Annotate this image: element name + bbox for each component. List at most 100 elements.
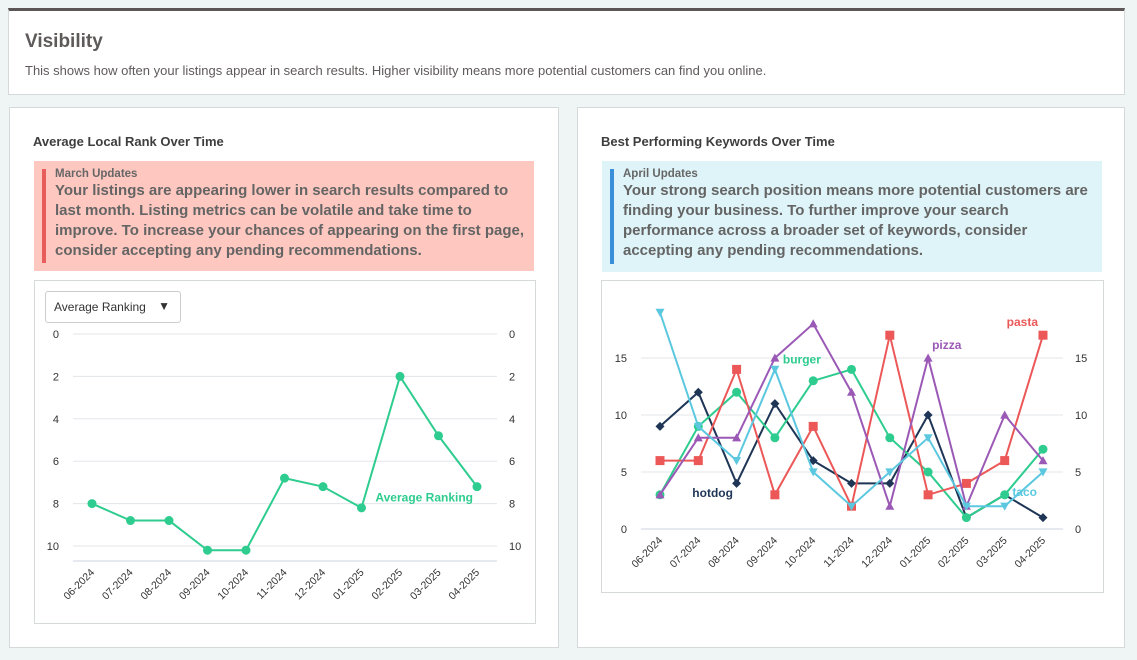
marker-diamond [655, 421, 665, 431]
y-tick-right: 0 [1075, 524, 1081, 536]
y-tick-left: 0 [53, 329, 59, 341]
keywords-card: Best Performing Keywords Over Time April… [577, 107, 1125, 648]
marker-diamond [693, 387, 703, 397]
marker-circle [1038, 444, 1048, 454]
marker-circle [203, 545, 212, 555]
y-tick-right: 0 [509, 329, 515, 341]
marker-circle [472, 482, 482, 492]
page-title: Visibility [25, 31, 103, 52]
x-tick-label: 10-2024 [783, 535, 819, 571]
page-description: This shows how often your listings appea… [25, 63, 767, 78]
series-label: taco [1012, 485, 1037, 499]
x-tick-label: 06-2024 [629, 535, 665, 571]
marker-diamond [923, 410, 933, 420]
marker-triangle-up [847, 387, 856, 396]
alert-body: Your listings are appearing lower in sea… [55, 182, 525, 259]
x-tick-label: 01-2025 [897, 535, 933, 571]
marker-triangle-up [923, 353, 933, 362]
marker-circle [357, 503, 366, 513]
series-label: Average Ranking [375, 490, 473, 504]
y-tick-left: 4 [53, 414, 59, 426]
keywords-chart-svg: 0 0 5 5 10 10 15 15 06-2024 07-2024 08-2024 09-2024… [615, 308, 1087, 571]
marker-square [885, 330, 895, 340]
series-label: hotdog [692, 486, 733, 500]
marker-triangle-down [1000, 502, 1010, 511]
x-tick-label: 11-2024 [821, 535, 856, 570]
visibility-header: Visibility This shows how often your lis… [8, 8, 1125, 95]
y-tick-left: 8 [53, 499, 59, 511]
x-tick-label: 03-2025 [974, 535, 1010, 571]
marker-circle [1000, 490, 1010, 500]
marker-circle [87, 499, 97, 509]
alert-title: April Updates [623, 168, 698, 180]
marker-triangle-up [732, 433, 742, 442]
marker-circle [280, 473, 289, 483]
x-tick-label: 02-2025 [369, 567, 405, 603]
dropdown-value: Average Ranking [54, 300, 146, 314]
marker-square [655, 456, 665, 466]
marker-triangle-down [923, 434, 933, 443]
card-title: Average Local Rank Over Time [33, 134, 224, 149]
marker-triangle-up [1038, 456, 1048, 465]
marker-circle [164, 516, 174, 526]
x-tick-label: 09-2024 [177, 567, 213, 603]
x-tick-label: 01-2025 [331, 567, 367, 603]
x-tick-label: 12-2024 [292, 567, 328, 603]
y-tick-right: 8 [509, 499, 515, 511]
marker-circle [318, 482, 328, 492]
marker-triangle-down [693, 422, 703, 431]
marker-diamond [808, 456, 818, 466]
x-tick-label: 10-2024 [215, 567, 251, 603]
marker-diamond [885, 478, 895, 488]
y-tick-right: 15 [1075, 353, 1087, 365]
marker-triangle-down [847, 502, 856, 511]
marker-square [923, 490, 933, 500]
card-title: Best Performing Keywords Over Time [601, 134, 835, 149]
x-tick-label: 08-2024 [138, 567, 174, 603]
y-tick-left: 6 [53, 456, 59, 468]
series-label: pizza [932, 338, 962, 352]
metric-dropdown[interactable]: Average Ranking ▼ [45, 291, 181, 323]
x-tick-label: 02-2025 [936, 535, 972, 571]
x-tick-label: 04-2025 [1012, 535, 1048, 571]
marker-triangle-up [693, 433, 703, 442]
marker-triangle-down [961, 502, 971, 511]
series-line-average-ranking [91, 374, 478, 552]
average-rank-chart: 0 0 2 2 4 4 6 6 8 8 10 10 06-2024 07-2024 08-2024 09-20… [34, 280, 536, 624]
keywords-chart: 0 0 5 5 10 10 15 15 06-2024 07-2024 08-2024 09-2024… [601, 280, 1104, 593]
marker-square [693, 456, 703, 466]
marker-diamond [770, 399, 780, 409]
marker-circle [923, 467, 933, 477]
marker-square [732, 364, 742, 374]
x-tick-label: 06-2024 [61, 567, 97, 603]
average-rank-chart-svg: 0 0 2 2 4 4 6 6 8 8 10 10 06-2024 07-2024 08-2024 09-20… [47, 329, 522, 603]
marker-triangle-down [1038, 468, 1048, 477]
marker-triangle-down [655, 308, 665, 317]
x-tick-label: 03-2025 [408, 567, 444, 603]
caret-down-icon: ▼ [158, 299, 170, 313]
series-label: burger [783, 353, 821, 367]
y-tick-left: 10 [615, 410, 627, 422]
marker-circle [732, 387, 742, 397]
marker-circle [961, 513, 971, 523]
x-tick-label: 08-2024 [706, 535, 742, 571]
x-tick-label: 12-2024 [859, 535, 895, 571]
marker-triangle-down [808, 468, 818, 477]
y-tick-left: 0 [621, 524, 627, 536]
marker-circle [241, 545, 251, 555]
marker-triangle-up [1000, 410, 1010, 419]
marker-circle [808, 376, 818, 386]
marker-triangle-down [885, 468, 895, 477]
x-tick-label: 11-2024 [254, 567, 289, 602]
marker-triangle-up [770, 353, 780, 362]
x-tick-label: 04-2025 [446, 567, 482, 603]
y-tick-right: 4 [509, 414, 515, 426]
x-tick-label: 07-2024 [100, 567, 136, 603]
marker-circle [885, 433, 895, 443]
x-tick-label: 09-2024 [744, 535, 780, 571]
marker-triangle-up [885, 501, 895, 510]
alert-april-updates: April Updates Your strong search positio… [602, 161, 1102, 272]
marker-square [1038, 330, 1048, 340]
y-tick-left: 5 [621, 467, 627, 479]
alert-title: March Updates [55, 168, 138, 180]
